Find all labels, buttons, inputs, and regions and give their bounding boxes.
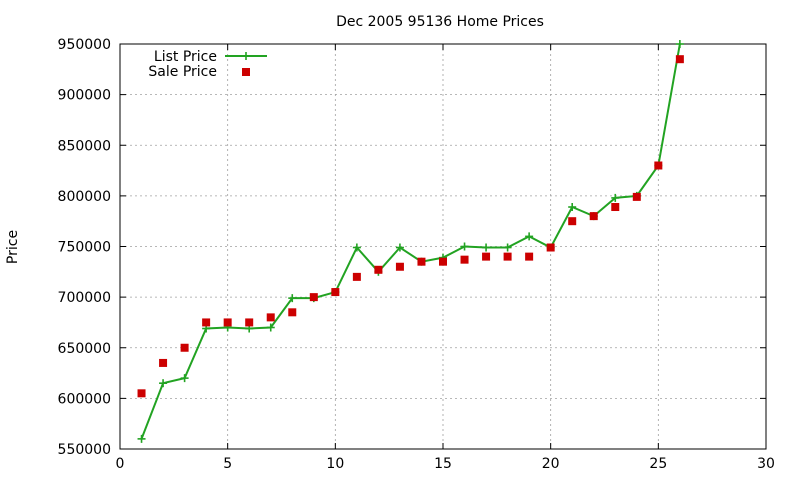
legend-label-sale-price: Sale Price — [148, 64, 217, 80]
sale-price-point — [439, 257, 447, 266]
y-tick-label: 950000 — [58, 37, 111, 53]
y-tick-label: 800000 — [58, 189, 111, 205]
sale-price-point — [395, 262, 404, 271]
y-tick-label: 700000 — [58, 290, 111, 306]
sale-price-point — [675, 55, 684, 64]
list-price-point — [180, 374, 189, 383]
axes: 0 5 10 15 20 25 30 550000 600000 650000 700000 7500… — [58, 37, 775, 472]
y-tick-label: 600000 — [58, 391, 111, 407]
sale-price-point — [503, 252, 512, 261]
sale-price-point — [180, 343, 189, 352]
list-price-point — [611, 193, 620, 202]
y-tick-label: 850000 — [58, 138, 111, 154]
sale-price-point — [546, 243, 555, 252]
x-tick-label: 15 — [434, 456, 452, 472]
list-price-point — [525, 232, 534, 241]
sale-price-point — [137, 389, 146, 398]
sale-price-point — [374, 265, 383, 274]
sale-price-point — [309, 293, 318, 302]
legend-marker-sale-price — [242, 68, 250, 76]
sale-price-point — [654, 161, 663, 170]
list-price-point — [266, 323, 275, 332]
list-price-point — [352, 243, 361, 252]
chart-title: Dec 2005 95136 Home Prices — [336, 14, 544, 30]
list-price-point — [137, 434, 146, 443]
list-price-point — [503, 243, 512, 252]
sale-price-point — [352, 272, 361, 281]
sale-price-point — [223, 318, 232, 327]
x-tick-label: 10 — [326, 456, 344, 472]
sale-price-point — [417, 257, 426, 266]
legend: List Price Sale Price — [148, 49, 267, 80]
sale-price-point — [460, 255, 469, 264]
list-price-point — [568, 203, 577, 212]
sale-price-point — [632, 192, 641, 201]
list-price-line — [140, 43, 681, 440]
x-tick-label: 0 — [116, 456, 125, 472]
x-tick-label: 30 — [757, 456, 775, 472]
sale-price-point — [525, 252, 534, 261]
x-tick-label: 5 — [223, 456, 232, 472]
plot-frame — [119, 43, 767, 450]
list-price-point — [460, 242, 469, 251]
y-tick-label: 550000 — [58, 442, 111, 458]
sale-price-point — [245, 318, 254, 327]
list-price-point — [482, 243, 491, 252]
y-tick-label: 650000 — [58, 341, 111, 357]
sale-price-point — [568, 217, 577, 226]
sale-price-point — [288, 308, 297, 317]
y-tick-label: 900000 — [58, 88, 111, 104]
y-axis-label: Price — [5, 230, 21, 264]
sale-price-point — [202, 318, 211, 327]
x-tick-label: 25 — [649, 456, 667, 472]
legend-marker-list-price — [242, 52, 250, 60]
list-price-point — [395, 243, 404, 252]
sale-price-point — [589, 212, 598, 221]
list-price-point — [159, 379, 168, 388]
list-price-point — [288, 294, 297, 303]
sale-price-point — [266, 313, 275, 322]
list-price-point — [675, 40, 684, 48]
series — [137, 40, 684, 443]
sale-price-point — [159, 358, 168, 367]
y-tick-label: 750000 — [58, 240, 111, 256]
sale-price-point — [482, 252, 491, 261]
sale-price-point — [611, 203, 620, 212]
x-tick-label: 20 — [542, 456, 560, 472]
sale-price-point — [331, 288, 340, 297]
legend-label-list-price: List Price — [154, 49, 217, 65]
